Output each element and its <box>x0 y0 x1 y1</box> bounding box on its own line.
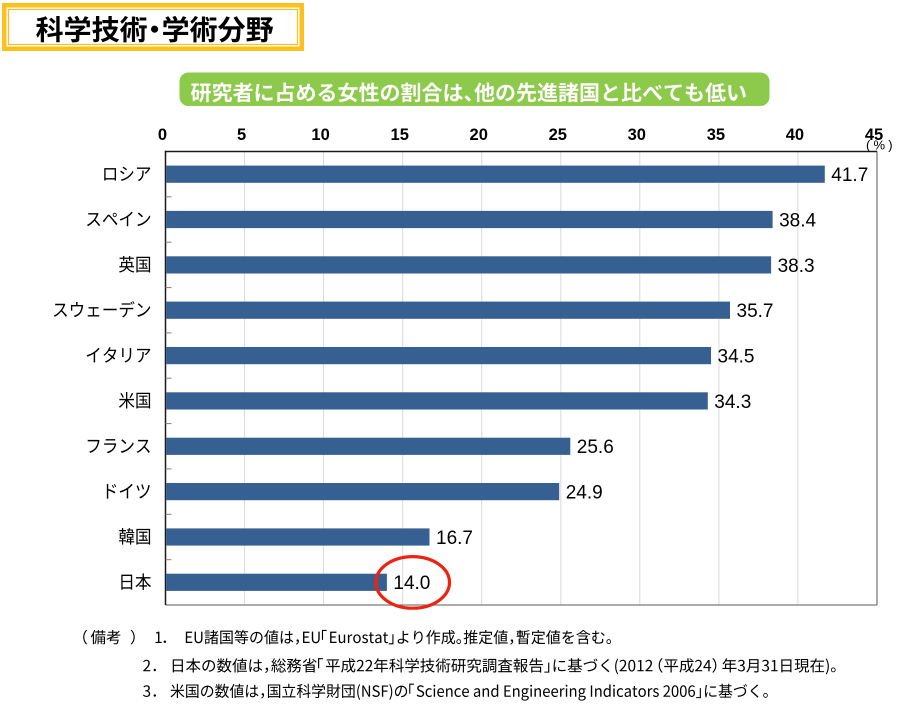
svg-text:25.6: 25.6 <box>577 437 614 458</box>
svg-text:5: 5 <box>237 126 246 144</box>
svg-text:34.3: 34.3 <box>714 392 751 413</box>
svg-text:24.9: 24.9 <box>566 483 603 504</box>
svg-text:45: 45 <box>865 126 883 144</box>
svg-text:34.5: 34.5 <box>718 347 755 368</box>
svg-text:35: 35 <box>707 126 725 144</box>
svg-text:(%): (%) <box>866 137 896 152</box>
svg-text:20: 20 <box>470 126 488 144</box>
svg-text:38.4: 38.4 <box>779 210 816 231</box>
svg-text:35.7: 35.7 <box>737 301 774 322</box>
svg-text:25: 25 <box>549 126 567 144</box>
svg-text:41.7: 41.7 <box>831 165 868 186</box>
svg-text:16.7: 16.7 <box>436 528 473 549</box>
svg-text:40: 40 <box>786 126 804 144</box>
svg-text:30: 30 <box>628 126 646 144</box>
svg-text:10: 10 <box>311 126 329 144</box>
svg-text:38.3: 38.3 <box>778 256 815 277</box>
svg-text:15: 15 <box>391 126 409 144</box>
svg-text:14.0: 14.0 <box>393 573 430 594</box>
svg-text:0: 0 <box>158 126 167 144</box>
